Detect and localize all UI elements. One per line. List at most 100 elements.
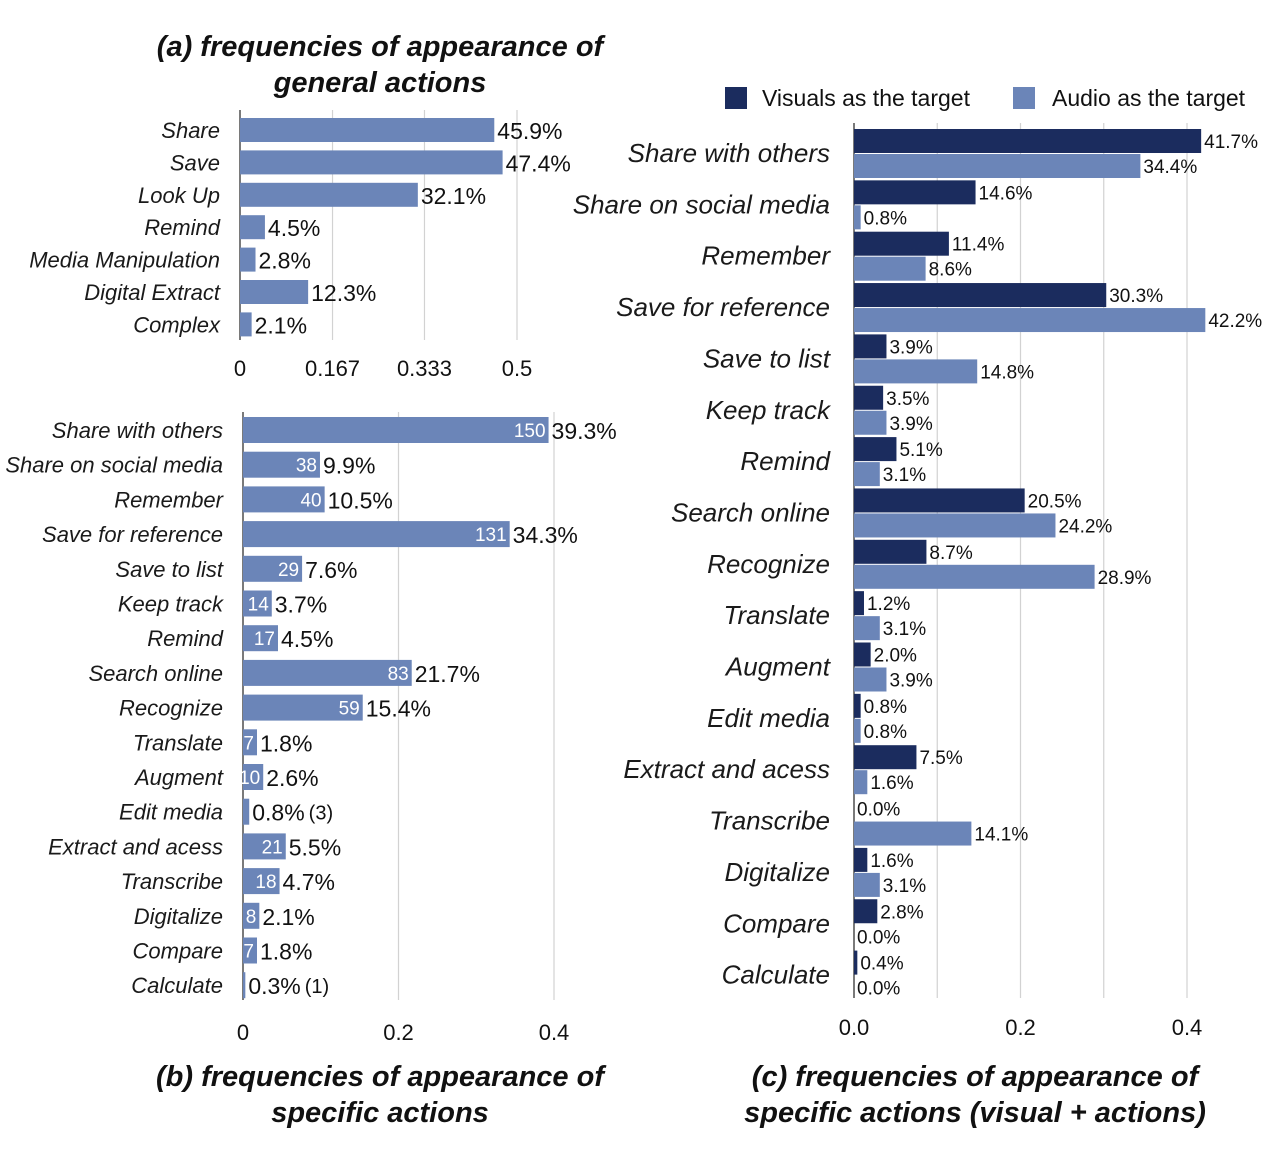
x-tick-label: 0.4 (1172, 1015, 1203, 1040)
bar-audio (854, 256, 926, 281)
bar-count-label: 10 (239, 768, 260, 789)
x-tick-label: 0.2 (1005, 1015, 1036, 1040)
bar-value-label: 2.0% (874, 646, 917, 667)
bar-value-label: 14.1% (974, 825, 1028, 846)
bar-value-label: 3.9% (889, 414, 932, 435)
category-label: Share with others (628, 138, 830, 168)
bar-visuals (854, 283, 1107, 308)
bar-value-label: 0.0% (857, 927, 900, 948)
category-label: Keep track (706, 395, 832, 425)
bar-value-label: 12.3% (311, 280, 376, 306)
bar-visuals (854, 539, 927, 564)
chart-c-title-line-2: specific actions (visual + actions) (744, 1097, 1206, 1129)
bar-value-label: 3.1% (883, 876, 926, 897)
bar (243, 694, 363, 721)
bar-audio (854, 667, 887, 692)
bar-audio (854, 410, 887, 435)
bar-extra-label: (1) (305, 976, 329, 998)
bar-value-label: 20.5% (1028, 491, 1082, 512)
bar-value-label: 0.0% (857, 979, 900, 1000)
x-tick-label: 0.167 (305, 356, 360, 381)
category-label: Remind (740, 446, 831, 476)
bar (240, 247, 256, 272)
category-label: Edit media (119, 800, 223, 825)
bar-count-label: 29 (278, 560, 299, 581)
category-label: Recognize (119, 696, 223, 721)
bar (240, 118, 495, 142)
chart-c-specific-actions-by-target: Visuals as the target Audio as the target… (573, 85, 1263, 1129)
x-tick-label: 0 (234, 356, 246, 381)
chart-c-title-line-1: (c) frequencies of appearance of (752, 1061, 1202, 1093)
bar (243, 486, 325, 513)
category-label: Share with others (52, 418, 223, 443)
chart-a-title-line-2: general actions (273, 67, 487, 99)
bar (243, 764, 264, 790)
legend-swatch (725, 87, 747, 109)
bar-value-label: 42.2% (1208, 311, 1262, 332)
bar-audio (854, 205, 861, 230)
bar-value-label: 10.5% (328, 487, 393, 513)
bar (243, 417, 549, 443)
bar-value-label: 4.7% (283, 869, 335, 895)
bar-value-label: 1.6% (870, 773, 913, 794)
x-tick-label: 0 (237, 1020, 249, 1045)
category-label: Search online (88, 661, 223, 686)
bar-value-label: 39.3% (552, 418, 617, 444)
bar-value-label: 1.8% (260, 730, 312, 756)
bar (240, 150, 503, 175)
bar-audio (854, 359, 978, 384)
bar-visuals (854, 488, 1025, 513)
category-label: Share on social media (5, 453, 223, 478)
bar-value-label: 34.4% (1143, 157, 1197, 178)
category-label: Calculate (131, 973, 223, 998)
category-label: Keep track (118, 592, 224, 617)
bar-visuals (854, 591, 864, 616)
bar-count-label: 83 (388, 664, 409, 685)
bar-value-label: 0.8% (864, 697, 907, 718)
bar-value-label: 3.9% (889, 671, 932, 692)
bar-value-label: 3.1% (883, 619, 926, 640)
bar-value-label: 3.1% (883, 465, 926, 486)
category-label: Translate (724, 600, 830, 630)
bar-count-label: 59 (339, 699, 360, 720)
category-label: Compare (723, 908, 830, 938)
category-label: Save to list (703, 343, 832, 373)
category-label: Digitalize (725, 857, 831, 887)
category-label: Transcribe (121, 869, 223, 894)
x-tick-label: 0.5 (502, 356, 533, 381)
bar-audio (854, 462, 880, 487)
x-tick-label: 0.4 (539, 1020, 570, 1045)
legend-label: Visuals as the target (762, 85, 971, 111)
legend-label: Audio as the target (1052, 85, 1246, 111)
bar-value-label: 45.9% (497, 118, 562, 144)
bar-count-label: 8 (246, 907, 257, 928)
bar-value-label: 1.8% (260, 939, 312, 965)
bar (240, 182, 418, 207)
bar-count-label: 18 (255, 872, 276, 893)
bar-audio (854, 821, 972, 846)
chart-b-title-line-1: (b) frequencies of appearance of (156, 1061, 607, 1093)
bar-audio (854, 154, 1141, 178)
bar-value-label: 41.7% (1204, 132, 1258, 153)
bar-visuals (854, 231, 949, 256)
category-label: Extract and acess (623, 754, 830, 784)
bar-count-label: 7 (243, 733, 254, 754)
bar-value-label: 2.8% (259, 248, 311, 274)
bar-value-label: 4.5% (268, 215, 320, 241)
bar-visuals (854, 334, 887, 359)
bar-value-label: 14.8% (980, 362, 1034, 383)
bar (243, 625, 278, 652)
category-label: Augment (133, 765, 224, 790)
bar-value-label: 47.4% (506, 150, 571, 176)
bar (240, 312, 252, 337)
bar-value-label: 30.3% (1109, 286, 1163, 307)
bar-value-label: 11.4% (952, 235, 1005, 256)
bar-value-label: 0.4% (860, 954, 903, 975)
bar-value-label: 8.7% (929, 543, 972, 564)
chart-a-title-line-1: (a) frequencies of appearance of (157, 31, 607, 63)
chart-b-specific-actions: 0 0.2 0.4 Share with others 150 39.3% Share on… (5, 412, 617, 1129)
bar (243, 659, 412, 686)
bar-value-label: 21.7% (415, 661, 480, 687)
bar-visuals (854, 385, 884, 410)
category-label: Look Up (138, 183, 220, 208)
